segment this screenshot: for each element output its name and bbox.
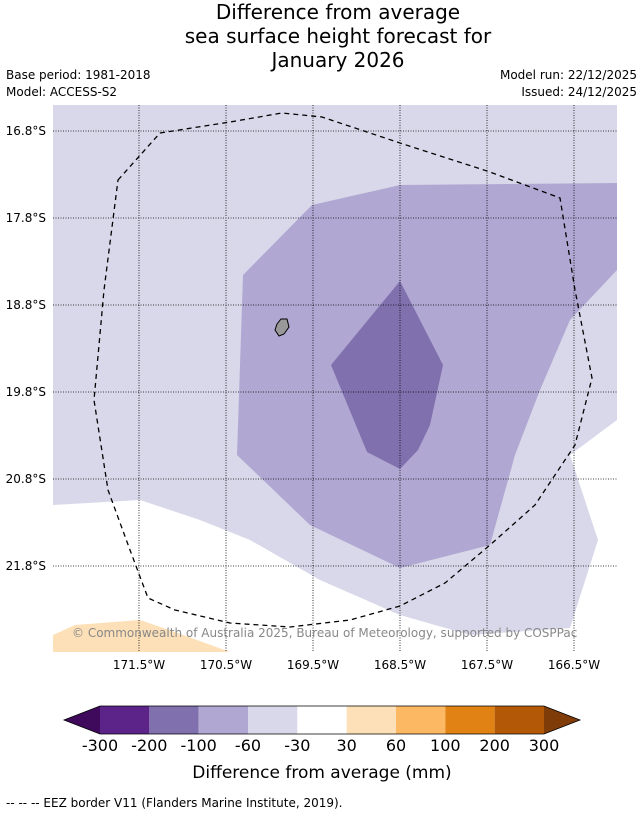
- lat-label-3: 18.8°S: [6, 298, 46, 312]
- colorbar-segment: [346, 706, 396, 734]
- colorbar-tick-label: -30: [284, 736, 310, 755]
- footnote: -- -- -- EEZ border V11 (Flanders Marine…: [6, 796, 343, 810]
- lat-label-1: 16.8°S: [6, 124, 46, 138]
- colorbar-segment: [149, 706, 199, 734]
- colorbar-segment: [445, 706, 495, 734]
- model-run: Model run: 22/12/2025: [499, 68, 637, 82]
- grid-lines: [53, 105, 617, 652]
- title-line-3: January 2026: [271, 48, 405, 72]
- colorbar-tick-label: 30: [336, 736, 356, 755]
- lon-label-1: 171.5°W: [113, 658, 165, 672]
- issued-date: Issued: 24/12/2025: [521, 85, 637, 99]
- colorbar-ticks: -300 -200 -100 -60 -30 30 60 100 200 300: [82, 736, 559, 755]
- lat-label-2: 17.8°S: [6, 211, 46, 225]
- title-line-2: sea surface height forecast for: [184, 24, 492, 48]
- lat-label-6: 21.8°S: [6, 559, 46, 573]
- colorbar-segment: [198, 706, 248, 734]
- lat-labels: 16.8°S 17.8°S 18.8°S 19.8°S 20.8°S 21.8°…: [6, 124, 46, 573]
- colorbar-tick-label: 200: [479, 736, 510, 755]
- colorbar-segment: [248, 706, 298, 734]
- lon-label-3: 169.5°W: [287, 658, 339, 672]
- meta-right: Model run: 22/12/2025 Issued: 24/12/2025: [500, 67, 637, 101]
- copyright-text: © Commonwealth of Australia 2025, Bureau…: [72, 626, 577, 640]
- lon-labels: 171.5°W 170.5°W 169.5°W 168.5°W 167.5°W …: [113, 658, 600, 672]
- map-area: © Commonwealth of Australia 2025, Bureau…: [53, 105, 617, 652]
- colorbar-label: Difference from average (mm): [192, 763, 452, 783]
- model-name: Model: ACCESS-S2: [6, 85, 118, 99]
- contour-orange: [53, 620, 230, 652]
- colorbar-tick-label: 60: [386, 736, 406, 755]
- colorbar-outline: [62, 705, 582, 735]
- lon-label-6: 166.5°W: [548, 658, 600, 672]
- colorbar-tick-label: -60: [235, 736, 261, 755]
- base-period: Base period: 1981-2018: [6, 68, 151, 82]
- colorbar-tick-label: 300: [529, 736, 560, 755]
- colorbar-extend-low: [64, 706, 100, 734]
- colorbar-segment: [396, 706, 446, 734]
- colorbar-tick-label: 100: [430, 736, 461, 755]
- contour-dark: [331, 281, 443, 469]
- island-shape: [274, 318, 290, 337]
- colorbar-tick-label: -100: [181, 736, 217, 755]
- colorbar-segment: [297, 706, 347, 734]
- colorbar-extend-high: [544, 706, 580, 734]
- lat-label-4: 19.8°S: [6, 385, 46, 399]
- chart-title: Difference from average sea surface heig…: [0, 0, 644, 72]
- colorbar-tick-label: -300: [82, 736, 118, 755]
- meta-left: Base period: 1981-2018 Model: ACCESS-S2: [6, 67, 151, 101]
- lon-label-4: 168.5°W: [374, 658, 426, 672]
- title-line-1: Difference from average: [215, 0, 461, 24]
- lon-label-2: 170.5°W: [200, 658, 252, 672]
- lat-label-5: 20.8°S: [6, 472, 46, 486]
- eez-border: [93, 112, 593, 628]
- lon-label-5: 167.5°W: [461, 658, 513, 672]
- colorbar-segment: [100, 706, 150, 734]
- colorbar: [62, 705, 582, 735]
- colorbar-segment: [494, 706, 544, 734]
- colorbar-tick-label: -200: [131, 736, 167, 755]
